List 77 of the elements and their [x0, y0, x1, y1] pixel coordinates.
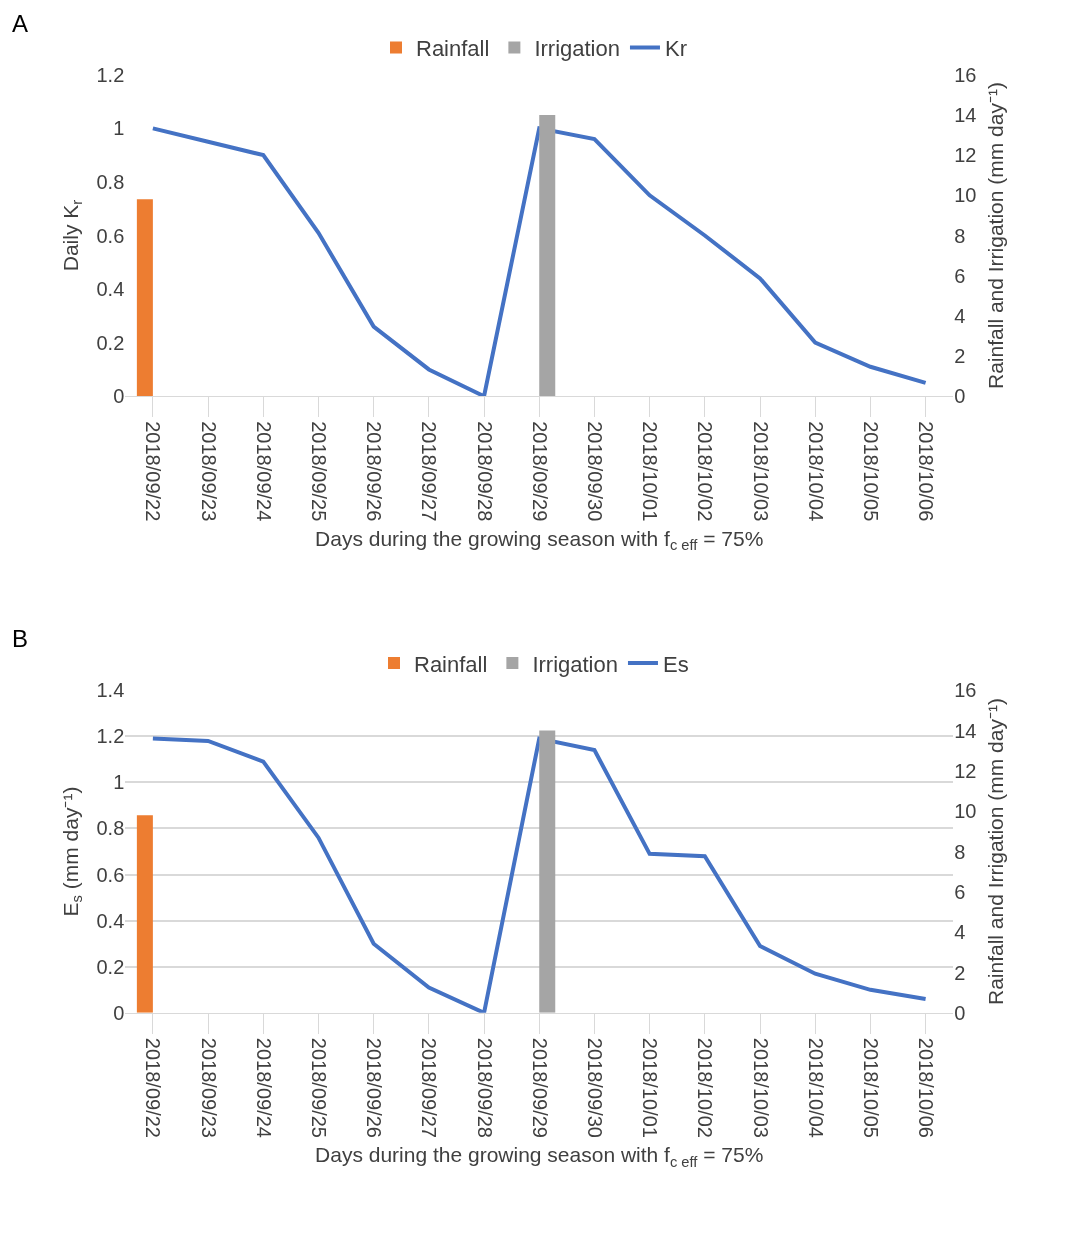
y2-tick-label: 16 [954, 63, 977, 86]
y2-tick-label: 16 [954, 679, 977, 702]
x-tick-label: 2018/09/22 [142, 421, 165, 522]
y2-tick-label: 8 [954, 840, 966, 863]
legend-label: Rainfall [416, 36, 490, 62]
x-tick-label: 2018/10/01 [639, 1037, 662, 1138]
y2-tick-label: 14 [954, 103, 977, 126]
chart-title: A [12, 10, 29, 37]
y2-tick-label: 0 [954, 385, 966, 408]
y2-tick-label: 6 [954, 264, 966, 287]
x-tick-label: 2018/10/03 [749, 1037, 772, 1138]
chart-title: B [12, 625, 29, 652]
x-tick-label: 2018/10/01 [639, 421, 662, 522]
x-tick-label: 2018/09/27 [418, 421, 441, 522]
x-tick-label: 2018/09/22 [142, 1037, 165, 1138]
y2-tick-label: 8 [954, 224, 966, 247]
y2-tick-label: 2 [954, 961, 966, 984]
y2-tick-label: 4 [954, 921, 966, 944]
y-tick-label: 0.2 [96, 331, 125, 354]
x-tick-label: 2018/09/28 [473, 421, 496, 522]
legend-label: Rainfall [414, 651, 488, 677]
y2-tick-label: 10 [954, 800, 977, 823]
y-tick-label: 0.6 [96, 863, 125, 886]
x-tick-label: 2018/09/30 [583, 1037, 606, 1138]
line-series [150, 736, 928, 1013]
x-tick-label: 2018/09/30 [583, 421, 606, 522]
x-tick-label: 2018/10/05 [859, 1037, 882, 1138]
y-tick-label: 0 [113, 385, 125, 408]
legend-label: Irrigation [532, 651, 618, 677]
y2-tick-label: 10 [954, 184, 977, 207]
x-tick-label: 2018/10/04 [804, 1037, 827, 1138]
y2-tick-label: 2 [954, 345, 966, 368]
y-tick-label: 1 [113, 117, 125, 140]
y-tick-label: 0.8 [96, 817, 125, 840]
y-tick-label: 1.4 [96, 679, 125, 702]
x-tick-label: 2018/09/26 [363, 421, 386, 522]
y2-tick-label: 14 [954, 719, 977, 742]
x-tick-label: 2018/10/06 [915, 421, 938, 522]
x-axis-title: Days during the growing season with f$_{c eff}$ = 75% [315, 1143, 764, 1170]
y2-axis-title: Rainfall and Irrigation (mm day⁻¹) [983, 82, 1007, 389]
y-tick-label: 0.4 [96, 278, 125, 301]
x-tick-label: 2018/10/04 [804, 421, 827, 522]
y-tick-label: 0.8 [96, 170, 125, 193]
x-tick-label: 2018/09/29 [528, 421, 551, 522]
x-tick-label: 2018/10/03 [749, 421, 772, 522]
y-tick-label: 1 [113, 771, 125, 794]
x-tick-label: 2018/09/24 [252, 1037, 275, 1138]
y2-tick-label: 4 [954, 304, 966, 327]
y-tick-label: 0 [113, 1001, 125, 1024]
x-tick-label: 2018/10/05 [859, 421, 882, 522]
y2-axis-title: Rainfall and Irrigation (mm day⁻¹) [983, 698, 1007, 1005]
y-tick-label: 0.6 [96, 224, 125, 247]
x-tick-label: 2018/09/27 [418, 1037, 441, 1138]
x-tick-label: 2018/09/25 [307, 1037, 330, 1138]
x-axis-title: Days during the growing season with f$_{c eff}$ = 75% [315, 526, 764, 553]
y-tick-label: 1.2 [96, 63, 125, 86]
x-tick-label: 2018/09/23 [197, 1037, 220, 1138]
x-tick-label: 2018/10/06 [915, 1037, 938, 1138]
y2-tick-label: 0 [954, 1001, 966, 1024]
legend-label: Es [662, 651, 689, 677]
line-series [150, 126, 928, 397]
y-tick-label: 0.4 [96, 909, 125, 932]
x-tick-label: 2018/09/26 [363, 1037, 386, 1138]
x-tick-label: 2018/09/23 [197, 421, 220, 522]
legend-label: Kr [664, 36, 687, 62]
x-tick-label: 2018/09/29 [528, 1037, 551, 1138]
y2-tick-label: 6 [954, 880, 966, 903]
x-tick-label: 2018/09/24 [252, 421, 275, 522]
legend-label: Irrigation [534, 36, 620, 62]
y-tick-label: 0.2 [96, 955, 125, 978]
y2-tick-label: 12 [954, 759, 977, 782]
x-tick-label: 2018/09/28 [473, 1037, 496, 1138]
x-tick-label: 2018/10/02 [694, 1037, 717, 1138]
y2-tick-label: 12 [954, 144, 977, 167]
x-tick-label: 2018/10/02 [694, 421, 717, 522]
y-tick-label: 1.2 [96, 725, 125, 748]
x-tick-label: 2018/09/25 [307, 421, 330, 522]
